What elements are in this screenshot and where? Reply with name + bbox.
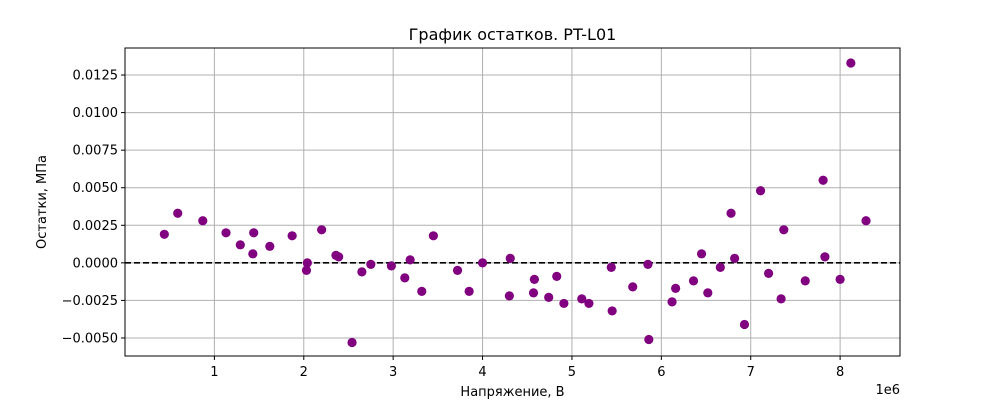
data-point	[334, 252, 344, 262]
y-tick-label: −0.0050	[62, 331, 118, 346]
y-axis-title: Остатки, МПа	[35, 155, 50, 249]
data-point	[529, 274, 540, 284]
axis-ticks: 1 2 3 4 5 6 7 8 −0.0050 −0.0025 0.0000 0.0025 0.0050…	[62, 69, 845, 380]
data-point	[800, 276, 810, 286]
data-point	[779, 225, 789, 235]
data-point	[763, 268, 774, 278]
data-point	[584, 298, 594, 309]
x-tick-label: 4	[478, 365, 486, 380]
data-point	[559, 298, 569, 309]
data-point	[644, 334, 654, 345]
data-point	[715, 262, 725, 272]
data-point	[287, 231, 297, 241]
data-point	[428, 231, 438, 241]
data-point	[173, 208, 183, 218]
y-tick-label: 0.0025	[73, 219, 119, 234]
data-point	[544, 292, 554, 303]
data-point	[347, 337, 357, 348]
data-point	[386, 261, 396, 271]
data-point	[688, 276, 699, 286]
data-points	[159, 58, 871, 348]
data-point	[607, 306, 617, 316]
data-point	[504, 291, 514, 301]
y-tick-label: 0.0125	[73, 69, 119, 84]
data-point	[755, 186, 766, 196]
data-point	[221, 228, 231, 238]
data-point	[739, 319, 750, 330]
data-point	[452, 265, 463, 275]
x-axis-title: Напряжение, В	[460, 385, 564, 400]
data-point	[265, 241, 275, 251]
x-tick-label: 7	[747, 365, 755, 380]
data-point	[249, 228, 259, 238]
data-point	[235, 240, 245, 250]
data-point	[818, 175, 828, 185]
x-tick-label: 2	[300, 365, 308, 380]
y-tick-label: −0.0025	[62, 294, 118, 309]
data-point	[366, 259, 376, 269]
y-tick-label: 0.0075	[73, 144, 119, 159]
data-point	[405, 255, 415, 265]
x-tick-label: 1	[210, 365, 218, 380]
x-axis-scale-label: 1e6	[875, 383, 900, 398]
data-point	[505, 253, 515, 263]
data-point	[552, 271, 562, 281]
x-tick-label: 6	[657, 365, 665, 380]
data-point	[730, 253, 740, 263]
data-point	[846, 58, 856, 68]
data-point	[671, 283, 681, 293]
x-tick-label: 3	[389, 365, 397, 380]
data-point	[528, 288, 539, 298]
data-point	[302, 258, 312, 268]
data-point	[820, 252, 830, 262]
data-point	[417, 286, 427, 296]
data-point	[628, 282, 638, 292]
data-point	[301, 265, 312, 275]
data-point	[667, 297, 677, 307]
data-point	[477, 258, 488, 268]
y-tick-label: 0.0100	[73, 106, 119, 121]
data-point	[464, 286, 474, 296]
data-point	[726, 208, 736, 218]
data-point	[248, 249, 258, 259]
data-point	[643, 259, 653, 269]
x-tick-label: 8	[836, 365, 844, 380]
data-point	[198, 216, 208, 226]
data-point	[606, 262, 616, 272]
y-tick-label: 0.0000	[73, 256, 119, 271]
plot-frame	[124, 47, 901, 357]
data-point	[577, 294, 587, 304]
chart-title: График остатков. PT-L01	[409, 25, 617, 44]
data-point	[357, 267, 367, 277]
data-point	[400, 273, 410, 283]
data-point	[317, 225, 327, 235]
y-tick-label: 0.0050	[73, 181, 119, 196]
data-point	[696, 249, 707, 259]
data-point	[861, 216, 871, 226]
data-point	[776, 294, 786, 304]
x-tick-label: 5	[568, 365, 576, 380]
data-point	[703, 288, 713, 298]
data-point	[159, 229, 169, 239]
data-point	[835, 274, 845, 284]
